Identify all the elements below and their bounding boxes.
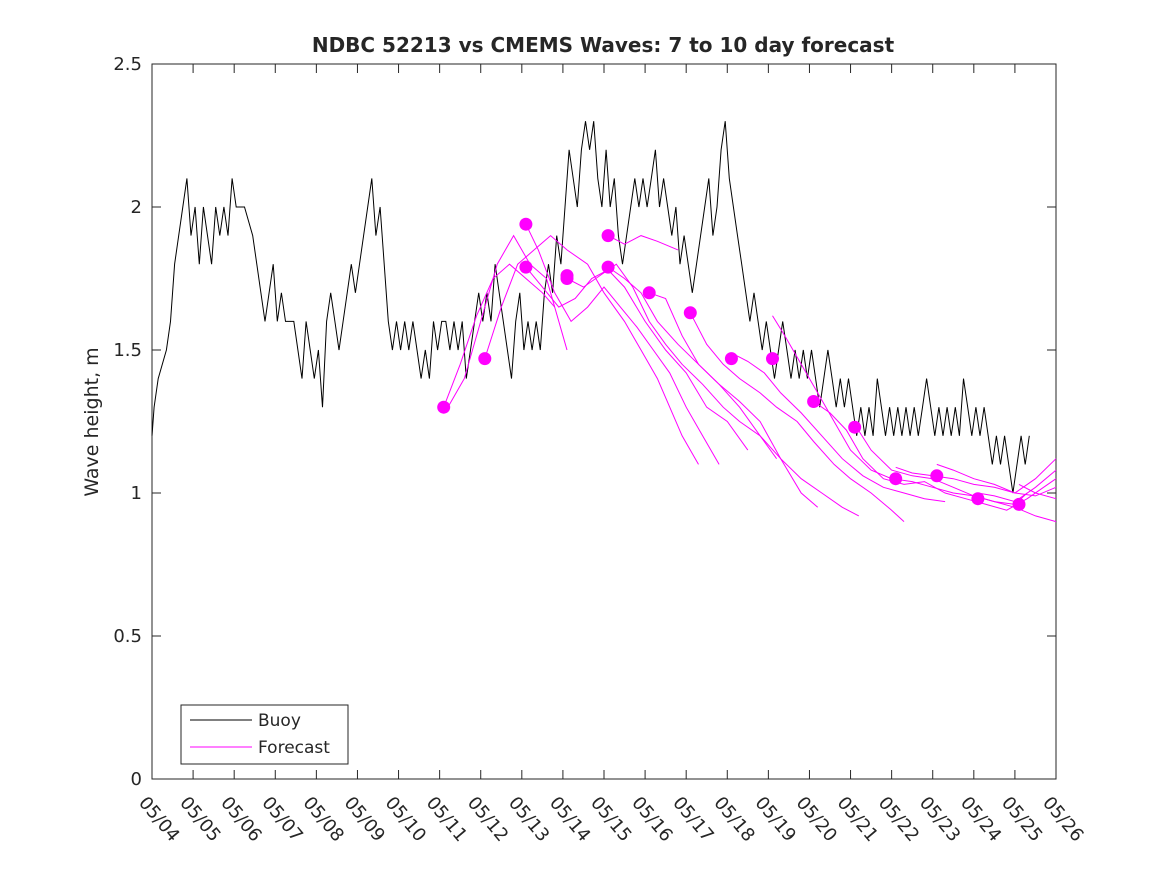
forecast-marker-16: [930, 469, 944, 483]
forecast-run-line-6: [566, 263, 778, 459]
x-tick-label: 05/26: [1038, 793, 1087, 846]
y-tick-label: 1.5: [113, 340, 142, 361]
x-tick-label: 05/05: [175, 793, 224, 846]
x-tick-label: 05/17: [668, 793, 717, 846]
legend-box: [180, 704, 349, 765]
y-tick-label: 0.5: [113, 626, 142, 647]
forecast-marker-6: [560, 272, 574, 285]
buoy-line: [151, 121, 1030, 494]
forecast-run-line-2: [447, 234, 568, 408]
forecast-marker-1: [437, 400, 451, 414]
forecast-marker-15: [889, 472, 903, 486]
forecast-marker-2: [478, 352, 492, 366]
x-tick-label: 05/20: [792, 793, 841, 846]
forecast-marker-9: [642, 286, 656, 300]
legend-label-buoy: Buoy: [258, 711, 301, 731]
x-tick-label: 05/13: [504, 793, 553, 846]
x-tick-label: 05/22: [874, 793, 923, 846]
x-tick-label: 05/18: [709, 793, 758, 846]
legend-label-forecast: Forecast: [258, 738, 330, 758]
x-tick-label: 05/08: [299, 793, 348, 846]
forecast-marker-12: [766, 352, 779, 366]
x-tick-label: 05/24: [956, 793, 1005, 846]
y-axis-label: Wave height, m: [81, 347, 103, 496]
x-tick-label: 05/23: [915, 793, 964, 846]
x-tick-label: 05/07: [257, 793, 306, 846]
forecast-run-line-9: [649, 292, 860, 517]
x-tick-label: 05/10: [381, 793, 430, 846]
chart-title: NDBC 52213 vs CMEMS Waves: 7 to 10 day f…: [312, 33, 895, 57]
x-tick-label: 05/11: [422, 793, 471, 846]
x-tick-label: 05/09: [340, 793, 389, 846]
forecast-marker-17: [971, 492, 985, 506]
x-tick-label: 05/19: [751, 793, 800, 846]
forecast-run-line-8: [607, 235, 679, 251]
forecast-run-line-15: [895, 458, 1057, 494]
forecast-marker-4: [519, 260, 533, 274]
forecast-marker-10: [683, 306, 697, 320]
forecast-run-line-1: [443, 263, 556, 408]
x-tick-label: 05/21: [833, 793, 882, 846]
forecast-run-line-11: [731, 352, 946, 503]
legend: Buoy Forecast: [180, 704, 349, 765]
x-tick-label: 05/14: [545, 793, 594, 846]
y-axis-ticks: 0 0.5 1 1.5 2 2.5: [113, 54, 1056, 790]
forecast-run-line-3: [484, 234, 699, 465]
forecast-run-line-5: [525, 266, 749, 451]
y-tick-label: 0: [131, 769, 142, 790]
x-tick-label: 05/12: [463, 793, 512, 846]
forecast-marker-13: [807, 395, 821, 408]
x-tick-label: 05/04: [134, 793, 183, 846]
forecast-marker-8: [601, 260, 615, 274]
y-tick-label: 2.5: [113, 54, 142, 75]
forecast-run-line-4: [525, 223, 720, 465]
x-tick-label: 05/16: [627, 793, 676, 846]
forecast-marker-11: [724, 352, 738, 366]
forecast-marker-14: [848, 420, 862, 434]
x-tick-label: 05/25: [997, 793, 1046, 846]
forecast-run-line-13: [813, 401, 1057, 511]
forecast-marker-7: [601, 229, 615, 243]
x-tick-label: 05/06: [216, 793, 265, 846]
forecast-marker-3: [519, 217, 533, 231]
y-tick-label: 1: [131, 483, 142, 504]
series-layer: [151, 121, 1057, 523]
forecast-run-line-16: [936, 463, 1057, 497]
y-tick-label: 2: [131, 197, 142, 218]
forecast-run-line-18: [1018, 483, 1057, 500]
forecast-run-line-10: [689, 312, 905, 522]
x-tick-label: 05/15: [586, 793, 635, 846]
forecast-marker-18: [1012, 497, 1026, 511]
